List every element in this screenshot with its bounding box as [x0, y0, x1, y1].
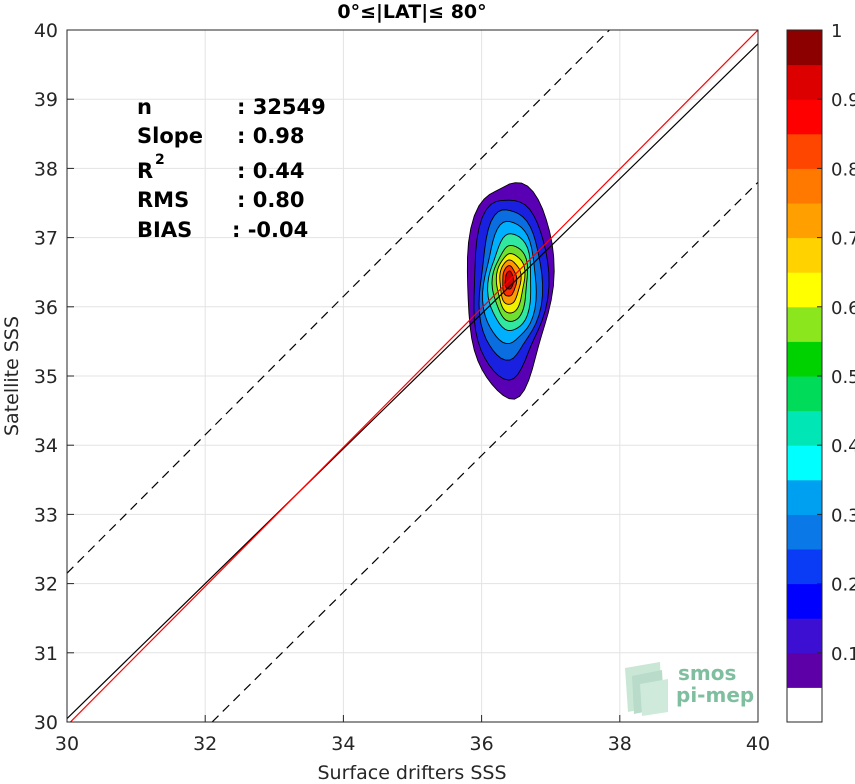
logo-graphic-icon — [625, 662, 668, 716]
y-tick-label: 37 — [34, 228, 58, 250]
y-tick-label: 34 — [34, 435, 58, 457]
colorbar-bin — [787, 549, 822, 585]
colorbar-bin — [787, 341, 822, 377]
x-tick-label: 40 — [746, 733, 770, 755]
stat-rms-value: : 0.80 — [237, 188, 305, 212]
y-tick-label: 30 — [34, 712, 58, 734]
colorbar-bin — [787, 306, 822, 342]
stat-bias-value: : -0.04 — [232, 218, 308, 242]
y-tick-label: 31 — [34, 643, 58, 665]
density-contours — [466, 182, 555, 400]
stat-n-value: : 32549 — [237, 95, 326, 119]
reference-lines — [67, 30, 758, 722]
colorbar-tick-label: 0.2 — [831, 575, 855, 596]
colorbar-bin — [787, 203, 822, 239]
y-tick-label: 32 — [34, 574, 58, 596]
colorbar-tick-label: 1 — [831, 21, 842, 42]
chart-title: 0°≤|LAT|≤ 80° — [337, 1, 486, 23]
colorbar-bin — [787, 376, 822, 412]
colorbar-tick-label: 0.4 — [831, 436, 855, 457]
x-tick-label: 32 — [193, 733, 217, 755]
stat-n-label: n — [137, 95, 152, 119]
x-tick-label: 34 — [331, 733, 355, 755]
colorbar-bin — [787, 479, 822, 515]
colorbar-tick-label: 0.1 — [831, 644, 855, 665]
fit-line — [69, 30, 758, 722]
logo-text-smos: smos — [678, 661, 736, 685]
y-tick-label: 40 — [34, 20, 58, 42]
colorbar-bin — [787, 272, 822, 308]
y-tick-label: 39 — [34, 89, 58, 111]
grid-lines — [66, 29, 759, 723]
x-tick-label: 30 — [55, 733, 79, 755]
colorbar — [787, 30, 822, 723]
identity-line — [67, 43, 758, 719]
colorbar-bin — [787, 133, 822, 169]
colorbar-bin — [787, 652, 822, 688]
x-axis-label: Surface drifters SSS — [318, 762, 507, 784]
stat-slope-value: : 0.98 — [237, 124, 305, 148]
colorbar-tick-label: 0.3 — [831, 505, 855, 526]
stat-r2-label: R — [137, 159, 153, 183]
stat-slope-label: Slope — [137, 124, 203, 148]
x-tick-label: 38 — [608, 733, 632, 755]
y-tick-label: 36 — [34, 297, 58, 319]
stat-r2-value: : 0.44 — [237, 159, 305, 183]
x-tick-label: 36 — [470, 733, 494, 755]
stats-box: n : 32549 Slope : 0.98 R 2 : 0.44 RMS : … — [137, 95, 326, 242]
colorbar-ticks: 0.1 0.2 0.3 0.4 0.5 0.6 0.7 0.8 0.9 1 — [817, 21, 855, 665]
colorbar-bin — [787, 168, 822, 204]
stat-rms-label: RMS — [137, 188, 189, 212]
logo-text-pimep: pi-mep — [676, 683, 754, 707]
colorbar-tick-label: 0.9 — [831, 90, 855, 111]
colorbar-bin — [787, 410, 822, 446]
colorbar-bin — [787, 99, 822, 135]
y-axis-label: Satellite SSS — [1, 316, 23, 436]
colorbar-tick-label: 0.6 — [831, 298, 855, 319]
colorbar-bin — [787, 237, 822, 273]
y-axis-ticks: 30 31 32 33 34 35 36 37 38 39 40 — [34, 20, 74, 734]
colorbar-tick-label: 0.8 — [831, 159, 855, 180]
x-axis-ticks: 30 32 34 36 38 40 — [55, 715, 770, 755]
stat-r2-sup: 2 — [155, 152, 165, 168]
colorbar-bin — [787, 618, 822, 654]
colorbar-tick-label: 0.7 — [831, 229, 855, 250]
smos-pi-mep-logo: smos pi-mep — [625, 661, 754, 716]
colorbar-bin — [787, 64, 822, 100]
colorbar-tick-label: 0.5 — [831, 367, 855, 388]
y-tick-label: 38 — [34, 158, 58, 180]
y-tick-label: 35 — [34, 366, 58, 388]
colorbar-bin — [787, 30, 822, 66]
lower-bound-line — [211, 181, 758, 722]
stat-bias-label: BIAS — [137, 218, 192, 242]
y-tick-label: 33 — [34, 504, 58, 526]
colorbar-bin — [787, 445, 822, 481]
colorbar-bin — [787, 514, 822, 550]
colorbar-bin — [787, 583, 822, 619]
upper-bound-line — [67, 30, 611, 574]
colorbar-bin — [787, 687, 822, 723]
